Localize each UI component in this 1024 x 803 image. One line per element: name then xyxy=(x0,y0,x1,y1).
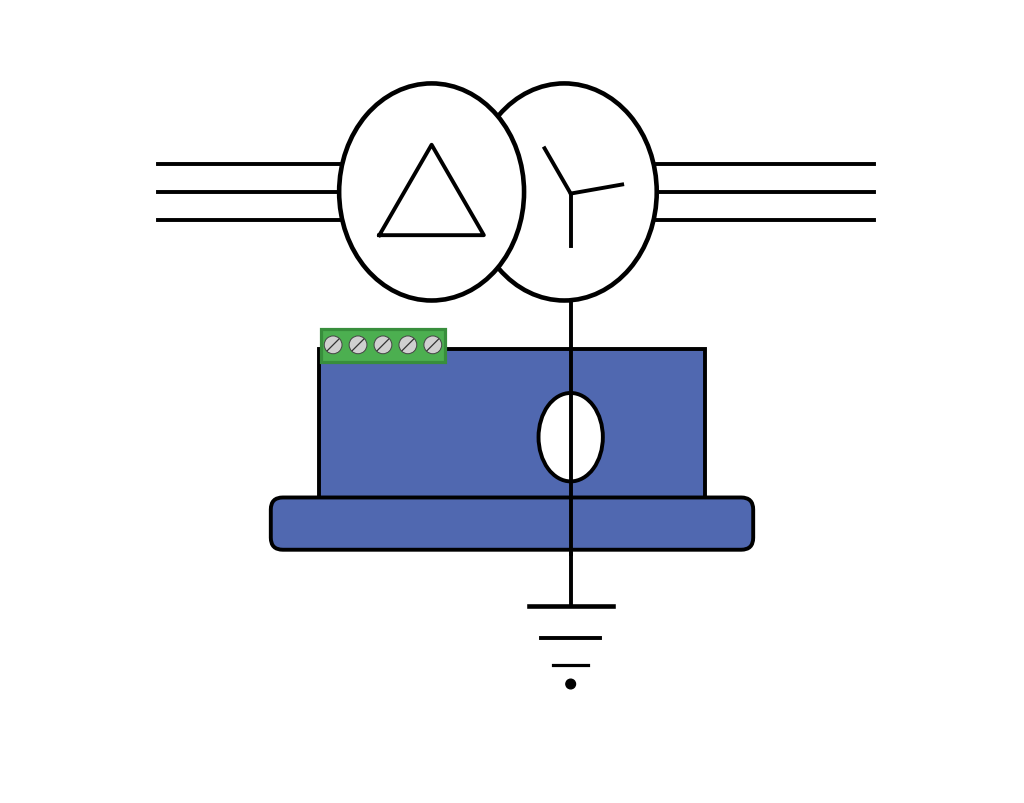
Circle shape xyxy=(566,679,575,689)
Circle shape xyxy=(325,336,342,354)
Bar xyxy=(321,329,445,363)
Bar xyxy=(319,349,705,514)
Circle shape xyxy=(349,336,367,354)
Circle shape xyxy=(399,336,417,354)
Circle shape xyxy=(424,336,441,354)
Ellipse shape xyxy=(539,393,603,482)
Circle shape xyxy=(374,336,392,354)
Ellipse shape xyxy=(339,84,524,301)
FancyBboxPatch shape xyxy=(270,498,754,550)
Ellipse shape xyxy=(472,84,656,301)
